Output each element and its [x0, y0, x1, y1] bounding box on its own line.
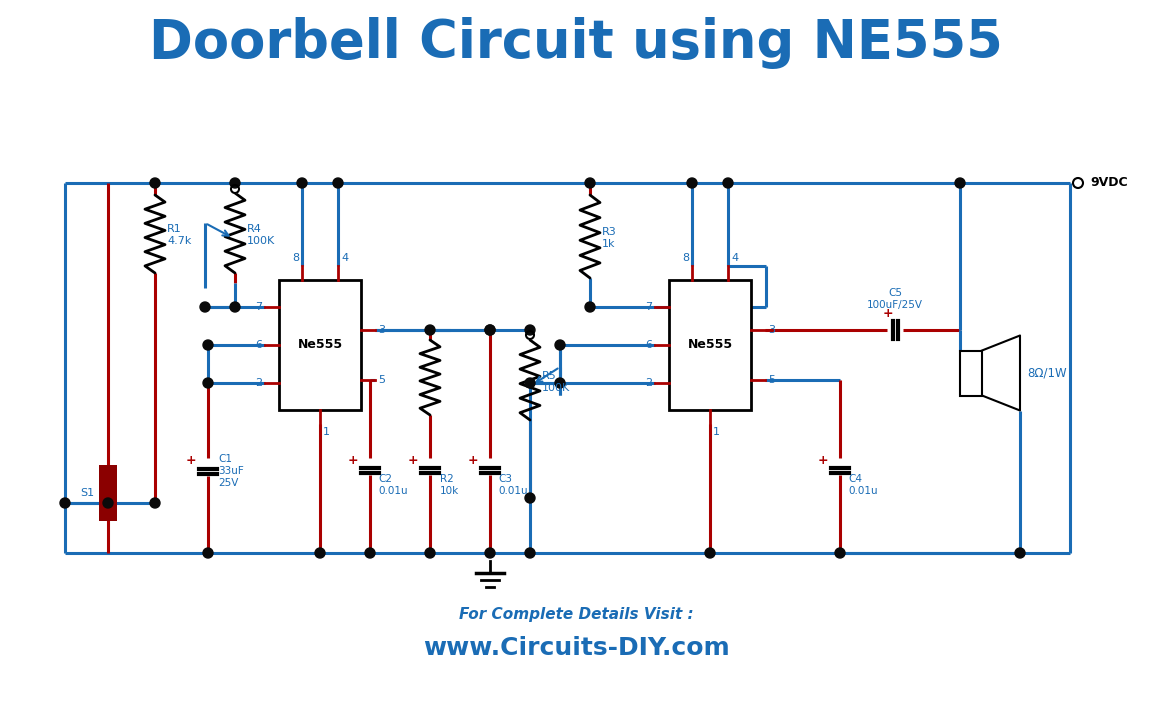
Circle shape [425, 325, 435, 335]
Bar [279, 280, 361, 410]
Text: R4
100K: R4 100K [247, 224, 275, 246]
Circle shape [585, 302, 594, 312]
Text: 8: 8 [682, 253, 689, 263]
Text: For Complete Details Visit :: For Complete Details Visit : [458, 607, 694, 623]
Text: 1: 1 [713, 427, 720, 437]
Text: 9VDC: 9VDC [1090, 176, 1128, 189]
Text: 3: 3 [378, 325, 385, 335]
Circle shape [555, 378, 564, 388]
Bar [960, 351, 982, 395]
Text: 8Ω/1W: 8Ω/1W [1026, 367, 1067, 380]
Text: 6: 6 [255, 340, 262, 350]
Circle shape [232, 185, 238, 193]
Text: Ne555: Ne555 [297, 338, 342, 351]
Text: S1: S1 [79, 488, 94, 498]
Circle shape [485, 325, 495, 335]
Circle shape [723, 178, 733, 188]
Circle shape [333, 178, 343, 188]
Text: C4
0.01u: C4 0.01u [848, 474, 878, 496]
Circle shape [103, 507, 114, 519]
Circle shape [687, 178, 697, 188]
Circle shape [230, 178, 240, 188]
Text: 7: 7 [255, 302, 262, 312]
Circle shape [526, 331, 535, 339]
Text: 3: 3 [768, 325, 775, 335]
Text: 5: 5 [378, 375, 385, 385]
Text: Ne555: Ne555 [688, 338, 733, 351]
Text: +: + [408, 453, 418, 466]
Text: 2: 2 [255, 378, 262, 388]
Text: 4: 4 [341, 253, 348, 263]
Circle shape [103, 467, 114, 479]
Circle shape [200, 302, 210, 312]
Bar [669, 280, 751, 410]
Circle shape [525, 493, 535, 503]
Text: www.Circuits-DIY.com: www.Circuits-DIY.com [423, 636, 729, 660]
Circle shape [485, 548, 495, 558]
Text: 6: 6 [645, 340, 652, 350]
Text: 5: 5 [768, 375, 775, 385]
Bar [99, 465, 118, 521]
Text: R3
1k: R3 1k [602, 227, 616, 249]
Circle shape [525, 325, 535, 335]
Circle shape [203, 378, 213, 388]
Circle shape [203, 340, 213, 350]
Circle shape [314, 548, 325, 558]
Circle shape [150, 498, 160, 508]
Text: Doorbell Circuit using NE555: Doorbell Circuit using NE555 [149, 17, 1003, 69]
Text: C1
33uF
25V: C1 33uF 25V [218, 454, 244, 487]
Text: 4: 4 [732, 253, 738, 263]
Circle shape [60, 498, 70, 508]
Text: +: + [882, 307, 893, 320]
Circle shape [525, 378, 535, 388]
Circle shape [955, 178, 965, 188]
Text: +: + [468, 453, 478, 466]
Text: 8: 8 [291, 253, 300, 263]
Text: C3
0.01u: C3 0.01u [498, 474, 528, 496]
Circle shape [230, 302, 240, 312]
Circle shape [485, 325, 495, 335]
Text: 7: 7 [645, 302, 652, 312]
Text: R2
10k: R2 10k [440, 474, 460, 496]
Circle shape [585, 178, 594, 188]
Circle shape [525, 548, 535, 558]
Text: +: + [818, 453, 828, 466]
Circle shape [203, 548, 213, 558]
Circle shape [150, 178, 160, 188]
Text: +: + [185, 455, 196, 468]
Circle shape [1015, 548, 1025, 558]
Circle shape [425, 548, 435, 558]
Text: 2: 2 [645, 378, 652, 388]
Circle shape [835, 548, 846, 558]
Circle shape [555, 340, 564, 350]
Text: C5
100uF/25V: C5 100uF/25V [867, 288, 923, 310]
Circle shape [297, 178, 306, 188]
Text: C2
0.01u: C2 0.01u [378, 474, 408, 496]
Text: +: + [348, 453, 358, 466]
Text: R5
100K: R5 100K [541, 371, 570, 393]
Text: R1
4.7k: R1 4.7k [167, 224, 191, 246]
Circle shape [705, 548, 715, 558]
Circle shape [365, 548, 376, 558]
Circle shape [103, 498, 113, 508]
Text: 1: 1 [323, 427, 329, 437]
